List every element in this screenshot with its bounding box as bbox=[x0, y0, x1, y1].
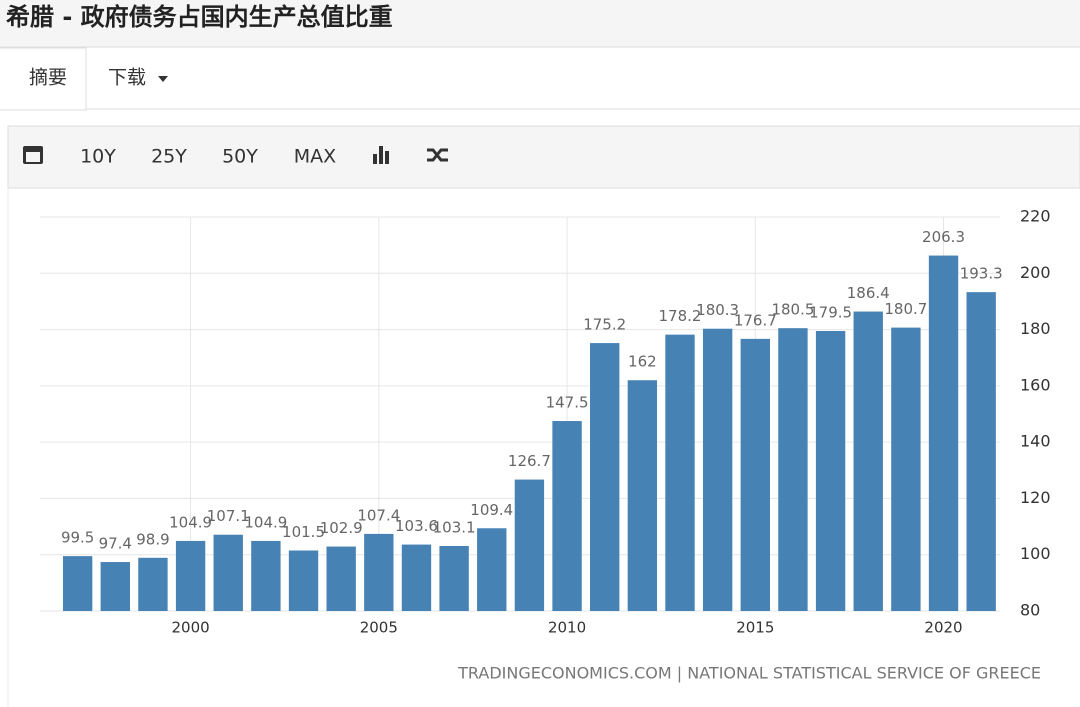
y-tick-label: 220 bbox=[1020, 207, 1051, 226]
header-bar bbox=[0, 0, 1080, 47]
data-label: 104.9 bbox=[244, 513, 287, 531]
data-label: 98.9 bbox=[136, 530, 169, 548]
data-label: 162 bbox=[628, 353, 657, 371]
bar bbox=[439, 545, 469, 611]
y-tick-label: 140 bbox=[1020, 432, 1051, 451]
compare-icon[interactable] bbox=[427, 148, 448, 162]
data-label: 186.4 bbox=[847, 284, 890, 302]
bar bbox=[62, 556, 93, 611]
range-button[interactable]: 25Y bbox=[151, 146, 187, 168]
data-label: 104.9 bbox=[169, 513, 212, 531]
y-tick-label: 180 bbox=[1020, 319, 1051, 338]
range-button[interactable]: MAX bbox=[294, 146, 336, 168]
dropdown-caret bbox=[158, 76, 168, 82]
chart-type-icon[interactable] bbox=[373, 146, 389, 164]
data-label: 147.5 bbox=[546, 394, 589, 412]
calendar-icon[interactable] bbox=[23, 146, 43, 164]
x-tick-label: 2000 bbox=[171, 619, 209, 637]
data-label: 180.7 bbox=[884, 300, 927, 318]
bar bbox=[175, 540, 206, 611]
data-label: 178.2 bbox=[659, 307, 702, 325]
range-button[interactable]: 50Y bbox=[222, 146, 258, 168]
bar bbox=[815, 330, 846, 611]
bar bbox=[251, 540, 281, 611]
bar bbox=[100, 562, 130, 611]
bar bbox=[552, 421, 582, 611]
data-label: 193.3 bbox=[960, 265, 1003, 283]
data-label: 103.1 bbox=[433, 518, 476, 536]
bar bbox=[514, 479, 545, 611]
x-tick-label: 2020 bbox=[924, 619, 962, 637]
bar bbox=[665, 334, 695, 611]
y-tick-label: 100 bbox=[1020, 544, 1051, 563]
bar bbox=[401, 544, 432, 611]
data-label: 180.3 bbox=[696, 301, 739, 319]
bar bbox=[778, 328, 808, 611]
toolbar bbox=[7, 125, 1080, 189]
range-button[interactable]: 10Y bbox=[80, 146, 116, 168]
data-label: 176.7 bbox=[734, 311, 777, 329]
y-tick-label: 120 bbox=[1020, 488, 1051, 507]
data-label: 107.4 bbox=[357, 506, 400, 524]
data-label: 102.9 bbox=[320, 519, 363, 537]
x-tick-label: 2005 bbox=[360, 619, 398, 637]
bar bbox=[891, 327, 921, 611]
bar bbox=[590, 343, 620, 611]
bar bbox=[702, 328, 733, 611]
bar bbox=[477, 528, 507, 611]
bar bbox=[138, 557, 168, 611]
bar bbox=[627, 380, 658, 611]
data-label: 103.6 bbox=[395, 517, 438, 535]
y-tick-label: 160 bbox=[1020, 375, 1051, 394]
bar bbox=[364, 533, 394, 611]
data-label: 97.4 bbox=[99, 535, 132, 553]
bar bbox=[326, 546, 356, 611]
data-label: 99.5 bbox=[61, 529, 94, 547]
data-label: 206.3 bbox=[922, 228, 965, 246]
tab[interactable]: 摘要 bbox=[29, 67, 67, 89]
bar bbox=[213, 534, 243, 611]
y-tick-label: 200 bbox=[1020, 263, 1051, 282]
bar bbox=[740, 338, 770, 611]
y-tick-label: 80 bbox=[1020, 601, 1040, 620]
data-label: 109.4 bbox=[470, 501, 513, 519]
active-tab bbox=[0, 47, 87, 111]
tab[interactable]: 下载 bbox=[108, 67, 146, 89]
bar bbox=[966, 292, 996, 611]
x-tick-label: 2010 bbox=[548, 619, 586, 637]
data-label: 179.5 bbox=[809, 303, 852, 321]
data-label: 180.5 bbox=[771, 301, 814, 319]
data-label: 175.2 bbox=[583, 316, 626, 334]
source: TRADINGECONOMICS.COM | NATIONAL STATISTI… bbox=[457, 664, 1041, 683]
bar bbox=[853, 311, 883, 611]
data-label: 126.7 bbox=[508, 452, 551, 470]
data-label: 101.5 bbox=[282, 523, 325, 541]
bar bbox=[928, 255, 959, 611]
page-title: 希腊 - 政府债务占国内生产总值比重 bbox=[6, 3, 393, 31]
x-tick-label: 2015 bbox=[736, 619, 774, 637]
data-label: 107.1 bbox=[207, 507, 250, 525]
bar bbox=[288, 550, 319, 611]
